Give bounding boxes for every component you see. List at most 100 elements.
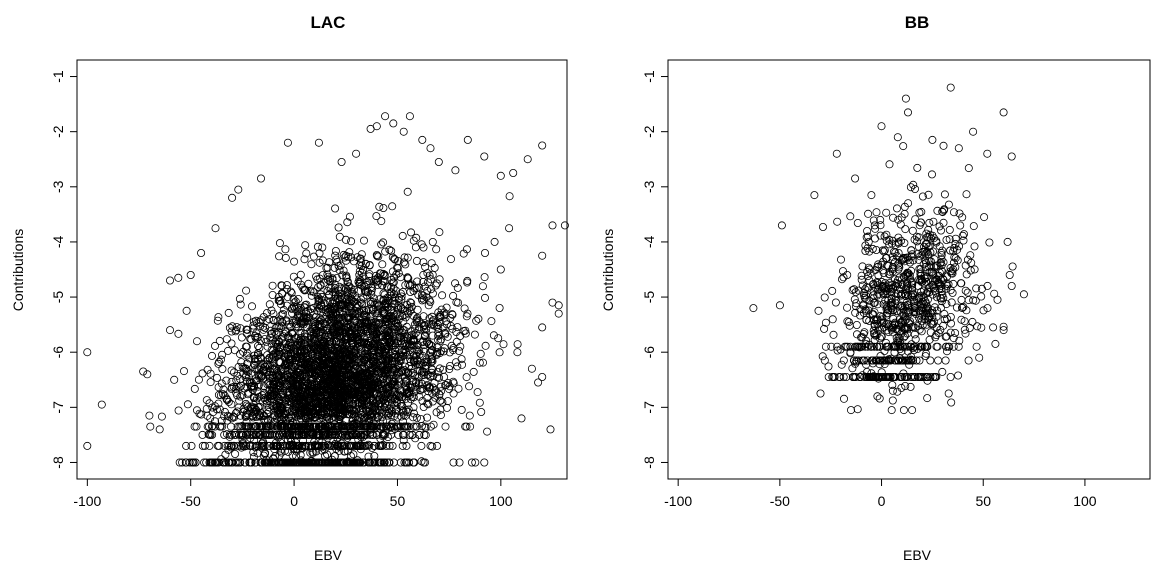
data-point xyxy=(233,371,242,380)
data-point xyxy=(227,339,236,348)
x-tick-label: 50 xyxy=(390,493,406,509)
data-point xyxy=(413,318,422,327)
data-point xyxy=(293,311,302,320)
data-point xyxy=(495,348,504,357)
y-tick-label: -2 xyxy=(50,125,66,138)
data-point xyxy=(465,382,474,391)
y-axis-label: Contributions xyxy=(10,229,26,312)
data-point xyxy=(227,327,236,336)
x-axis-label: EBV xyxy=(903,547,932,563)
data-point xyxy=(358,441,367,450)
data-point xyxy=(214,313,223,322)
data-point xyxy=(324,332,333,341)
data-point xyxy=(237,333,246,342)
data-point xyxy=(480,248,489,257)
data-point xyxy=(970,242,979,251)
data-point xyxy=(446,255,455,264)
panel-lac: LAC EBV Contributions -100 -50 0 50 100 -8-7… xyxy=(10,13,569,563)
data-point xyxy=(165,276,174,285)
data-point xyxy=(213,441,222,450)
data-point xyxy=(190,384,199,393)
data-point xyxy=(211,224,220,233)
data-point xyxy=(963,288,972,297)
data-point xyxy=(314,283,323,292)
data-point xyxy=(252,329,261,338)
data-point xyxy=(339,266,348,275)
data-point xyxy=(471,458,480,467)
data-point xyxy=(290,399,299,408)
data-point xyxy=(375,202,384,211)
y-tick-label: -4 xyxy=(50,235,66,248)
data-point xyxy=(453,362,462,371)
data-point xyxy=(216,355,225,364)
data-point xyxy=(228,193,237,202)
scatter-points xyxy=(749,83,1028,415)
data-point xyxy=(829,330,838,339)
data-point xyxy=(349,450,358,459)
data-point xyxy=(235,294,244,303)
data-point xyxy=(818,352,827,361)
data-point xyxy=(460,304,469,313)
data-point xyxy=(301,241,310,250)
data-point xyxy=(353,299,362,308)
data-point xyxy=(197,410,206,419)
data-point xyxy=(465,411,474,420)
data-point xyxy=(438,398,447,407)
data-point xyxy=(227,383,236,392)
data-point xyxy=(231,449,240,458)
data-point xyxy=(198,441,207,450)
data-point xyxy=(242,342,251,351)
data-point xyxy=(170,375,179,384)
data-point xyxy=(354,422,363,431)
data-point xyxy=(480,293,489,302)
data-point xyxy=(174,406,183,415)
data-point xyxy=(414,290,423,299)
data-point xyxy=(356,440,365,449)
data-point xyxy=(427,368,436,377)
data-point xyxy=(872,208,881,217)
data-point xyxy=(420,430,429,439)
data-point xyxy=(339,430,348,439)
data-point xyxy=(219,385,228,394)
data-point xyxy=(949,334,958,343)
data-point xyxy=(394,430,403,439)
y-tick-label: -7 xyxy=(50,401,66,414)
data-point xyxy=(429,420,438,429)
data-point xyxy=(250,361,259,370)
data-point xyxy=(218,390,227,399)
data-point xyxy=(937,226,946,235)
data-point xyxy=(379,203,388,212)
data-point xyxy=(474,314,483,323)
data-point xyxy=(420,341,429,350)
data-point xyxy=(231,430,240,439)
y-axis-label: Contributions xyxy=(600,229,616,312)
data-point xyxy=(947,398,956,407)
data-point xyxy=(359,306,368,315)
data-point xyxy=(227,400,236,409)
data-point xyxy=(435,364,444,373)
data-point xyxy=(233,391,242,400)
data-point xyxy=(538,141,547,150)
y-tick-label: -1 xyxy=(50,70,66,83)
data-point xyxy=(325,277,334,286)
data-point xyxy=(367,458,376,467)
data-point xyxy=(417,441,426,450)
data-point xyxy=(985,238,994,247)
data-point xyxy=(401,260,410,269)
data-point xyxy=(840,394,849,403)
data-point xyxy=(83,348,92,357)
data-point xyxy=(296,329,305,338)
data-point xyxy=(472,316,481,325)
data-point xyxy=(433,368,442,377)
data-point xyxy=(441,310,450,319)
data-point xyxy=(424,400,433,409)
data-point xyxy=(269,316,278,325)
data-point xyxy=(977,292,986,301)
data-point xyxy=(938,367,947,376)
data-point xyxy=(165,326,174,335)
data-point xyxy=(403,351,412,360)
data-point xyxy=(387,288,396,297)
data-point xyxy=(837,360,846,369)
data-point xyxy=(411,328,420,337)
